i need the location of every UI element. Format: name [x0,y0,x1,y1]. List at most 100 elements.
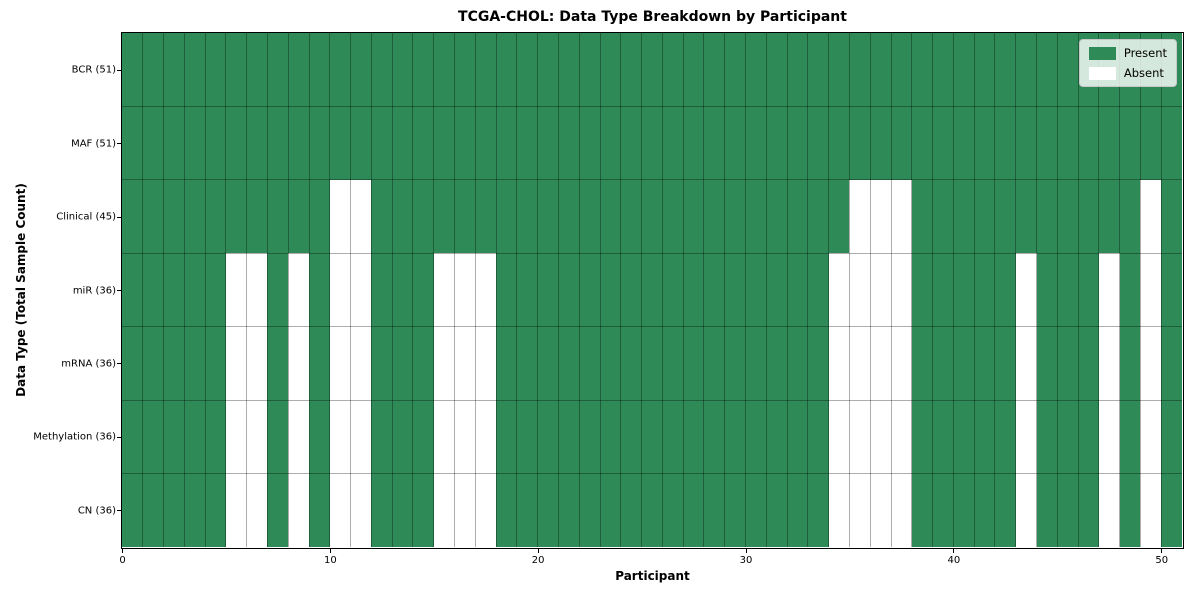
heatmap-cell-CN-33 [807,473,830,547]
grid-line-vertical [765,33,767,547]
heatmap-cell-Clinical-47 [1098,179,1121,254]
heatmap-cell-miR-43 [1015,253,1037,328]
heatmap-cell-Clinical-7 [267,179,289,254]
grid-line-vertical [745,33,747,547]
grid-line-vertical [994,33,996,547]
heatmap-cell-Methylation-32 [787,400,809,475]
heatmap-cell-Clinical-4 [205,179,227,254]
heatmap-cell-miR-5 [225,253,248,328]
x-tick-label: 10 [323,555,337,566]
heatmap-cell-MAF-46 [1078,106,1100,181]
heatmap-cell-Methylation-18 [496,400,518,475]
heatmap-cell-mRNA-21 [558,326,580,401]
heatmap-cell-BCR-20 [537,33,559,107]
y-tick-mark [117,290,121,291]
heatmap-cell-Methylation-37 [891,400,913,475]
y-tick-mark [117,510,121,512]
heatmap-cell-mRNA-17 [475,326,497,401]
heatmap-cell-mRNA-36 [870,326,892,401]
heatmap-cell-miR-21 [558,253,580,328]
heatmap-cell-BCR-8 [288,33,310,107]
grid-line-horizontal [122,326,1182,328]
heatmap-cell-Methylation-20 [537,400,559,475]
heatmap-cell-BCR-19 [516,33,539,107]
heatmap-cell-Methylation-31 [766,400,788,475]
heatmap-cell-Clinical-45 [1057,179,1079,254]
heatmap-cell-miR-6 [246,253,268,328]
x-tick-mark [745,549,747,553]
heatmap-cell-miR-23 [600,253,622,328]
heatmap-cell-miR-9 [309,253,331,328]
heatmap-cell-Clinical-46 [1078,179,1100,254]
heatmap-cell-miR-14 [412,253,435,328]
heatmap-cell-BCR-37 [891,33,913,107]
heatmap-cell-MAF-8 [288,106,310,181]
heatmap-cell-mRNA-6 [246,326,268,401]
heatmap-cell-Methylation-1 [142,400,165,475]
heatmap-cell-BCR-31 [766,33,788,107]
heatmap-cell-Clinical-10 [329,179,352,254]
heatmap-cell-mRNA-2 [163,326,185,401]
legend: Present Absent [1078,39,1177,87]
heatmap-cell-Clinical-22 [579,179,601,254]
heatmap-cell-BCR-18 [496,33,518,107]
heatmap-cell-miR-2 [163,253,185,328]
heatmap-cell-miR-31 [766,253,788,328]
grid-line-vertical [578,33,580,547]
heatmap-cell-miR-30 [745,253,767,328]
heatmap-cell-miR-22 [579,253,601,328]
heatmap-cell-Clinical-30 [745,179,767,254]
x-tick-label: 20 [531,555,545,566]
heatmap-cell-Clinical-3 [184,179,206,254]
heatmap-cell-CN-15 [433,473,456,547]
heatmap-cell-MAF-47 [1098,106,1121,181]
heatmap-cell-MAF-32 [787,106,809,181]
heatmap-cell-MAF-36 [870,106,892,181]
heatmap-cell-MAF-44 [1036,106,1058,181]
heatmap-cell-Clinical-21 [558,179,580,254]
heatmap-cell-CN-25 [641,473,663,547]
heatmap-cell-CN-0 [122,473,144,547]
heatmap-cell-BCR-27 [683,33,705,107]
heatmap-cell-CN-1 [142,473,165,547]
heatmap-cell-Clinical-5 [225,179,248,254]
heatmap-cell-BCR-33 [807,33,830,107]
heatmap-cell-miR-27 [683,253,705,328]
heatmap-cell-CN-8 [288,473,310,547]
heatmap-cell-miR-10 [329,253,352,328]
heatmap-cell-CN-45 [1057,473,1079,547]
heatmap-cell-MAF-23 [600,106,622,181]
legend-label-absent: Absent [1123,66,1164,80]
heatmap-cell-miR-25 [641,253,663,328]
heatmap-cell-Clinical-43 [1015,179,1037,254]
heatmap-cell-BCR-16 [454,33,476,107]
heatmap-cell-Methylation-15 [433,400,456,475]
heatmap-cell-mRNA-15 [433,326,456,401]
heatmap-cell-miR-40 [953,253,975,328]
grid-line-vertical [890,33,892,547]
heatmap-cell-miR-44 [1036,253,1058,328]
heatmap-cell-BCR-24 [620,33,643,107]
x-tick-label: 40 [947,555,961,566]
heatmap-cell-mRNA-18 [496,326,518,401]
grid-line-vertical [807,33,809,547]
heatmap-cell-mRNA-50 [1161,326,1182,401]
heatmap-cell-BCR-21 [558,33,580,107]
grid-line-vertical [848,33,850,547]
heatmap-cell-mRNA-34 [828,326,850,401]
heatmap-cell-CN-19 [516,473,539,547]
heatmap-cell-mRNA-11 [350,326,372,401]
heatmap-cell-Clinical-26 [662,179,684,254]
heatmap-cell-Clinical-42 [994,179,1017,254]
heatmap-cell-miR-1 [142,253,165,328]
heatmap-cell-CN-18 [496,473,518,547]
heatmap-cell-mRNA-31 [766,326,788,401]
chart-title: TCGA-CHOL: Data Type Breakdown by Partic… [458,9,847,25]
grid-line-vertical [599,33,601,547]
heatmap-cell-BCR-10 [329,33,352,107]
heatmap-cell-miR-16 [454,253,476,328]
heatmap-cell-MAF-7 [267,106,289,181]
heatmap-cell-Methylation-39 [932,400,954,475]
heatmap-cell-CN-46 [1078,473,1100,547]
heatmap-cell-mRNA-20 [537,326,559,401]
